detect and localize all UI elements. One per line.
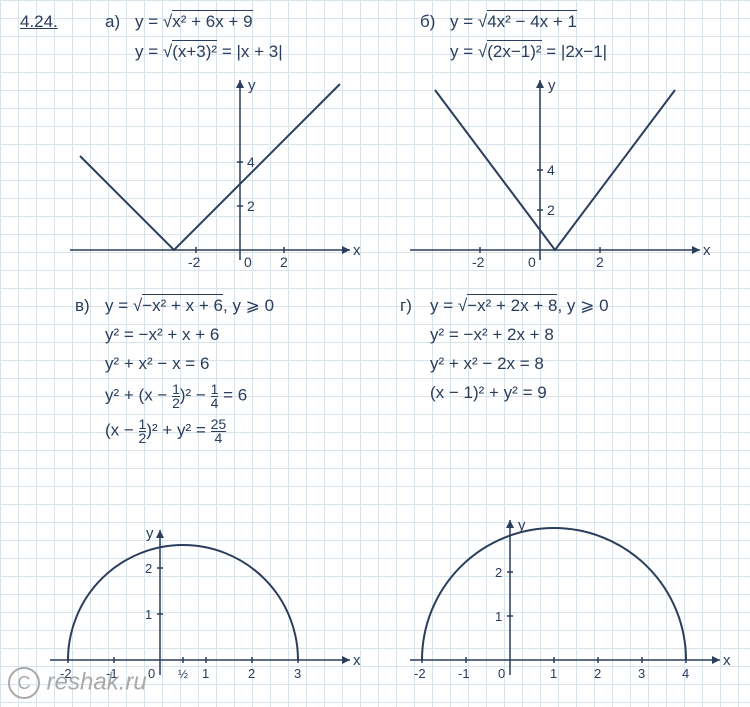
copyright-icon: C (8, 667, 40, 699)
svg-text:2: 2 (247, 198, 255, 214)
svg-text:1: 1 (202, 666, 209, 681)
svg-text:-2: -2 (188, 254, 201, 270)
problem-number: 4.24. (20, 12, 58, 32)
g-eq4: (x − 1)² + y² = 9 (430, 383, 547, 403)
svg-text:y: y (548, 77, 556, 94)
g-eq1: y = √−x² + 2x + 8, y ⩾ 0 (430, 296, 609, 316)
svg-text:x: x (723, 652, 731, 669)
svg-text:4: 4 (682, 666, 689, 681)
svg-text:2: 2 (145, 561, 152, 576)
g-eq2: y² = −x² + 2x + 8 (430, 325, 554, 345)
label-b: б) (420, 12, 435, 32)
svg-text:-2: -2 (414, 666, 426, 681)
svg-text:x: x (703, 242, 711, 259)
svg-text:y: y (248, 77, 256, 94)
svg-text:2: 2 (280, 254, 288, 270)
svg-text:4: 4 (547, 162, 555, 178)
svg-text:0: 0 (498, 666, 505, 681)
svg-text:0: 0 (244, 254, 252, 270)
svg-text:2: 2 (596, 254, 604, 270)
svg-text:0: 0 (148, 666, 155, 681)
svg-text:2: 2 (594, 666, 601, 681)
v-eq4: y² + (x − 12)² − 14 = 6 (105, 383, 247, 409)
svg-text:½: ½ (178, 667, 188, 681)
svg-text:x: x (353, 242, 360, 259)
svg-text:2: 2 (547, 202, 555, 218)
svg-text:1: 1 (495, 609, 502, 624)
svg-text:1: 1 (145, 607, 152, 622)
v-eq5: (x − 12)² + y² = 254 (105, 418, 226, 444)
svg-text:4: 4 (247, 154, 255, 170)
label-a: a) (105, 12, 120, 32)
svg-text:2: 2 (495, 565, 502, 580)
svg-text:1: 1 (550, 666, 557, 681)
page: 4.24. a) y = √x² + 6x + 9 y = √(x+3)² = … (0, 0, 750, 707)
chart-a: -2 2 2 4 0 y x (60, 70, 360, 270)
svg-text:-1: -1 (458, 666, 470, 681)
svg-text:-2: -2 (472, 254, 485, 270)
svg-text:y: y (146, 525, 154, 542)
v-eq3: y² + x² − x = 6 (105, 354, 209, 374)
svg-text:3: 3 (294, 666, 301, 681)
svg-text:3: 3 (638, 666, 645, 681)
b-eq2: y = √(2x−1)² = |2x−1| (450, 42, 607, 62)
chart-v: -2 -1 ½ 1 2 3 1 2 0 y x (40, 520, 370, 690)
chart-g: -2 -1 1 2 3 4 1 2 0 y x (400, 510, 740, 690)
v-eq1: y = √−x² + x + 6, y ⩾ 0 (105, 296, 274, 316)
chart-b: -2 2 2 4 0 y x (400, 70, 720, 270)
a-eq1: y = √x² + 6x + 9 (135, 12, 253, 32)
svg-text:x: x (353, 652, 361, 669)
a-eq2: y = √(x+3)² = |x + 3| (135, 42, 283, 62)
svg-text:0: 0 (528, 254, 536, 270)
label-v: в) (75, 296, 90, 316)
watermark: C reshak.ru (8, 667, 147, 699)
svg-text:2: 2 (248, 666, 255, 681)
b-eq1: y = √4x² − 4x + 1 (450, 12, 577, 32)
v-eq2: y² = −x² + x + 6 (105, 325, 219, 345)
label-g: г) (400, 296, 412, 316)
svg-text:y: y (518, 517, 526, 534)
g-eq3: y² + x² − 2x = 8 (430, 354, 544, 374)
